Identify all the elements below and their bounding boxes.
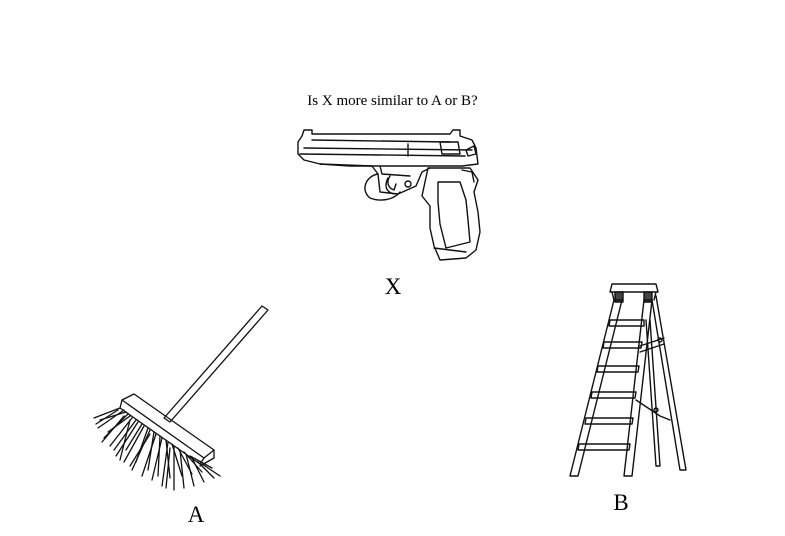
label-a: A bbox=[187, 502, 205, 527]
label-b: B bbox=[613, 490, 629, 515]
pistol-icon bbox=[290, 120, 500, 270]
label-x: X bbox=[384, 274, 402, 299]
broom-icon bbox=[90, 300, 280, 495]
ladder-icon bbox=[560, 280, 695, 480]
question-text: Is X more similar to A or B? bbox=[307, 93, 478, 109]
